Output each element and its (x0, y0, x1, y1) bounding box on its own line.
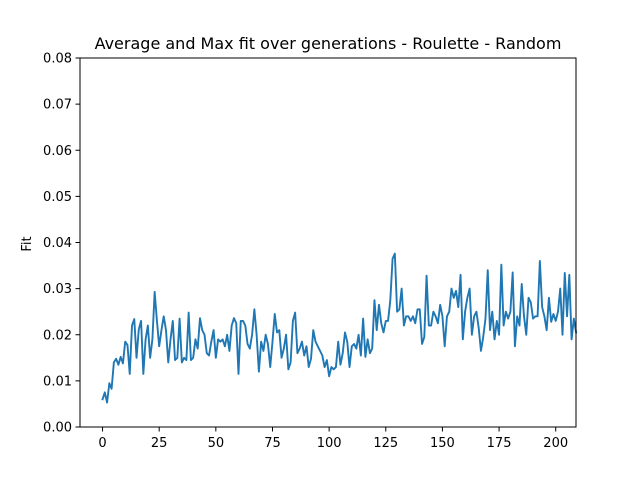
x-tick-label: 150 (430, 436, 455, 451)
x-tick-label: 25 (151, 436, 168, 451)
plot-layer (101, 252, 578, 404)
y-tick-label: 0.04 (43, 236, 72, 251)
chart-title: Average and Max fit over generations - R… (95, 34, 562, 53)
x-axis-ticks: 0 25 50 75 100 125 150 175 200 (98, 427, 568, 451)
x-tick-label: 175 (487, 436, 512, 451)
y-tick-label: 0.01 (43, 374, 72, 389)
x-tick-label: 50 (208, 436, 225, 451)
y-tick-label: 0.06 (43, 144, 72, 159)
y-tick-label: 0.00 (43, 421, 72, 436)
x-tick-label: 200 (543, 436, 568, 451)
y-axis-ticks: 0.00 0.01 0.02 0.03 0.04 0.05 0.06 0.07 0.08 (43, 52, 80, 436)
x-tick-label: 100 (317, 436, 342, 451)
y-tick-label: 0.05 (43, 190, 72, 205)
y-tick-label: 0.07 (43, 98, 72, 113)
y-axis-label: Fit (20, 236, 35, 251)
y-tick-label: 0.03 (43, 282, 72, 297)
series-line-0 (101, 252, 578, 404)
y-tick-label: 0.02 (43, 328, 72, 343)
x-tick-label: 0 (98, 436, 106, 451)
y-tick-label: 0.08 (43, 52, 72, 67)
x-tick-label: 75 (264, 436, 281, 451)
x-tick-label: 125 (373, 436, 398, 451)
